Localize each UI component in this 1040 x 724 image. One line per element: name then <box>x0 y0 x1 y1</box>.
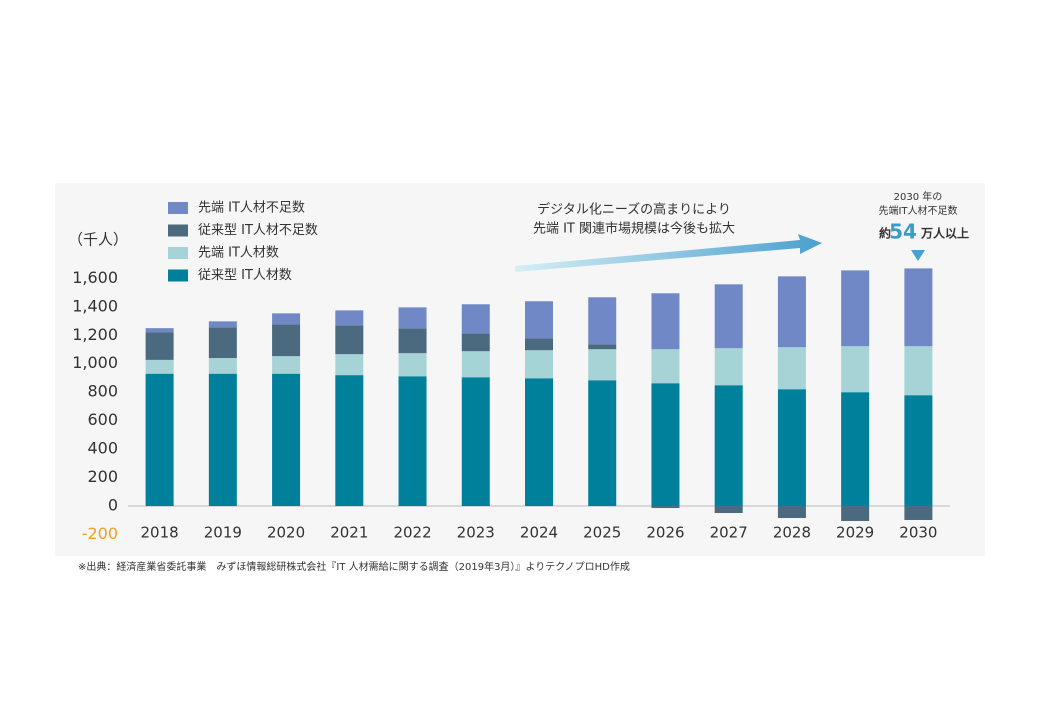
bar-segment <box>904 395 933 507</box>
annotation: 約 <box>879 226 891 241</box>
bar-segment <box>272 313 301 325</box>
annotation: デジタル化ニーズの高まりにより <box>537 202 731 218</box>
bar-segment <box>525 378 553 507</box>
bar-segment <box>335 354 364 376</box>
bar-segment <box>335 375 364 507</box>
bar-segment <box>398 353 427 377</box>
bar-segment <box>145 373 174 507</box>
bar-segment <box>651 506 680 509</box>
x-tick-label: 2024 <box>520 524 558 542</box>
bar-segment <box>651 293 680 350</box>
annotation: 54 <box>889 220 917 244</box>
bar-segment <box>777 347 806 390</box>
bar-segment <box>461 351 490 378</box>
annotation: 万人以上 <box>920 226 969 241</box>
y-tick-label: 1,400 <box>72 296 118 315</box>
y-tick-label: 1,200 <box>72 325 118 344</box>
x-tick-label: 2030 <box>899 524 937 542</box>
bar-segment <box>714 506 743 514</box>
x-tick-label: 2029 <box>836 524 874 542</box>
callout-arrow <box>911 250 925 261</box>
bar-segment <box>525 338 553 351</box>
bar-segment <box>145 359 174 374</box>
bar-segment <box>714 284 743 349</box>
bar-segment <box>841 506 870 521</box>
annotation: 先端 IT 関連市場規模は今後も拡大 <box>533 221 735 237</box>
bar-segment <box>651 349 680 384</box>
bar-segment <box>525 350 553 379</box>
bar-segment <box>208 373 237 507</box>
y-axis-label: （千人） <box>68 231 128 249</box>
bar-segment <box>335 310 364 326</box>
bar-segment <box>777 389 806 507</box>
bar-segment <box>461 377 490 507</box>
y-tick-label: 0 <box>108 496 118 515</box>
bar-segment <box>714 385 743 507</box>
y-tick-label: 600 <box>87 410 118 429</box>
legend-swatch <box>168 269 188 282</box>
bar-segment <box>588 380 617 507</box>
bar-segment <box>841 346 870 393</box>
bar-segment <box>208 358 237 374</box>
bar-segment <box>651 383 680 507</box>
y-tick-label: 200 <box>87 467 118 486</box>
bar-segment <box>398 376 427 507</box>
trend-arrow <box>515 234 822 272</box>
bar-segment <box>272 373 301 507</box>
source-note: ※出典：経済産業省委託事業 みずほ情報総研株式会社『IT 人材需給に関する調査（… <box>78 560 630 573</box>
bar-segment <box>904 346 933 396</box>
x-tick-label: 2022 <box>393 524 431 542</box>
bar-segment <box>904 506 933 520</box>
bar-segment <box>841 392 870 507</box>
y-tick-label: 1,600 <box>72 268 118 287</box>
bar-segment <box>714 348 743 386</box>
bar-segment <box>904 268 933 347</box>
x-tick-label: 2018 <box>141 524 179 542</box>
bar-segment <box>777 506 806 518</box>
bar-segment <box>588 349 617 381</box>
x-tick-label: 2027 <box>710 524 748 542</box>
annotation: 先端IT人材不足数 <box>878 204 957 217</box>
annotation: 2030 年の <box>894 190 943 203</box>
bar-segment <box>525 301 553 339</box>
bar-segment <box>335 325 364 355</box>
legend-swatch <box>168 247 188 259</box>
bar-segment <box>208 321 237 328</box>
y-tick-label: 400 <box>87 439 118 458</box>
legend-label: 従来型 IT人材数 <box>198 268 292 283</box>
legend-label: 先端 IT人材不足数 <box>198 201 305 216</box>
x-tick-label: 2021 <box>330 524 368 542</box>
x-tick-label: 2028 <box>773 524 811 542</box>
legend-label: 従来型 IT人材不足数 <box>198 223 318 238</box>
x-tick-label: 2023 <box>457 524 495 542</box>
bar-segment <box>588 297 617 345</box>
bar-segment <box>145 328 174 333</box>
bar-segment <box>398 307 427 329</box>
bar-segment <box>588 344 617 350</box>
bar-segment <box>145 332 174 360</box>
x-tick-label: 2026 <box>646 524 684 542</box>
bar-segment <box>461 304 490 334</box>
y-tick-label: 1,000 <box>72 353 118 372</box>
x-tick-label: 2019 <box>204 524 242 542</box>
bar-segment <box>841 270 870 347</box>
legend-label: 先端 IT人材数 <box>198 246 279 261</box>
legend-swatch <box>168 202 188 214</box>
x-tick-label: 2020 <box>267 524 305 542</box>
bar-segment <box>272 356 301 374</box>
bar-segment <box>272 324 301 357</box>
bar-segment <box>777 276 806 348</box>
bar-segment <box>461 333 490 352</box>
bar-segment <box>208 327 237 359</box>
y-tick-label: 800 <box>87 382 118 401</box>
y-tick-label: -200 <box>82 524 118 543</box>
x-tick-label: 2025 <box>583 524 621 542</box>
legend-swatch <box>168 224 188 237</box>
bar-segment <box>398 328 427 354</box>
